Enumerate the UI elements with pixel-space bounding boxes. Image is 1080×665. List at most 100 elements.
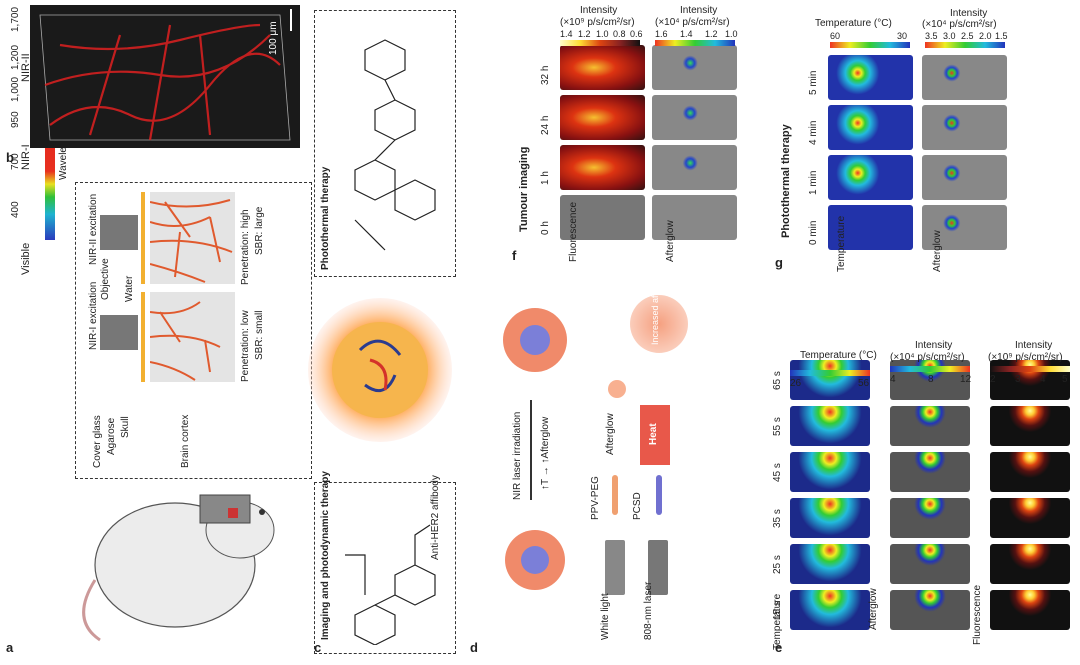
f-fl-unit: (×10⁹ p/s/cm²/sr) (560, 17, 635, 28)
e-image-0-0 (790, 590, 870, 630)
sbr-large-label: SBR: large (254, 206, 265, 255)
e-row-afterglow: Afterglow (868, 588, 879, 630)
panel-label-d: d (470, 640, 478, 655)
sbr-small-label: SBR: small (254, 310, 265, 360)
e-time-4: 55 s (772, 417, 783, 436)
g-row-temperature: Temperature (836, 215, 847, 272)
e-row-fluorescence: Fluorescence (972, 584, 983, 645)
e-temp-tick-26: 26 (790, 378, 802, 389)
vasculature-3d-image: 100 μm (30, 5, 300, 148)
e-scale-ag-unit: (×10⁴ p/s/cm²/sr) (890, 352, 965, 363)
heat-label: Heat (648, 423, 659, 445)
e-scale-ag-bar (890, 366, 970, 372)
increased-afterglow-label: Increased afterglow (650, 266, 660, 345)
f-ag-tick-4: 1.0 (725, 29, 738, 39)
e-fl-tick-4: 4 (1040, 374, 1046, 385)
e-scale-fl-bar (990, 366, 1070, 372)
f-time-2: 24 h (540, 115, 551, 135)
g-temp-image-0 (828, 205, 913, 250)
panel-a-dashed-box (75, 182, 312, 479)
g-time-3: 5 min (808, 70, 819, 95)
e-image-2-0 (990, 590, 1070, 630)
afterglow-label: Afterglow (605, 413, 616, 455)
g-ag-tick-1: 3.5 (925, 31, 938, 41)
f-time-3: 32 h (540, 65, 551, 85)
irradiation-label: NIR laser irradiation (512, 411, 523, 500)
e-row-temperature: Temperature (772, 593, 783, 650)
f-fl-tick-3: 1.0 (596, 29, 609, 39)
e-image-1-4 (890, 406, 970, 446)
nanoparticle-illustration (308, 298, 452, 442)
f-afterglow-image-1 (652, 145, 737, 190)
pdt-title: Imaging and photodynamic therapy (320, 471, 331, 640)
tick-400: 400 (10, 201, 21, 218)
agarose-label: Agarose (106, 417, 117, 455)
e-image-2-4 (990, 406, 1070, 446)
g-afterglow-image-3 (922, 55, 1007, 100)
f-time-1: 1 h (540, 171, 551, 185)
increased-afterglow-glow (630, 295, 688, 353)
f-fl-tick-1: 1.4 (560, 29, 573, 39)
f-afterglow-image-3 (652, 45, 737, 90)
e-time-1: 25 s (772, 555, 783, 574)
e-image-0-1 (790, 544, 870, 584)
panel-label-b: b (6, 150, 14, 165)
f-fl-tick-5: 0.6 (630, 29, 643, 39)
g-afterglow-image-2 (922, 105, 1007, 150)
g-afterglow-image-0 (922, 205, 1007, 250)
brain-cortex-label: Brain cortex (180, 414, 191, 468)
e-image-2-1 (990, 544, 1070, 584)
e-fl-tick-2: 2 (990, 374, 996, 385)
f-afterglow-image-2 (652, 95, 737, 140)
e-scale-fl-title: Intensity (1015, 340, 1053, 351)
g-ag-unit: (×10⁴ p/s/cm²/sr) (922, 19, 997, 30)
f-afterglow-image-0 (652, 195, 737, 240)
afterglow-effect-label: ↑T → ↑Afterglow (540, 416, 551, 490)
g-t-title: Temperature (°C) (815, 18, 892, 29)
water-label: Water (124, 275, 135, 302)
nir2-skull (141, 192, 145, 284)
nir1-vessels (150, 301, 221, 381)
f-time-0: 0 h (540, 221, 551, 235)
e-image-0-5 (790, 360, 870, 400)
g-ag-tick-5: 1.5 (995, 31, 1008, 41)
f-fl-scale-bar (560, 40, 640, 46)
cover-glass-label: Cover glass (92, 415, 103, 468)
nanoparticle-cold (505, 530, 565, 590)
e-fl-tick-3: 3 (1015, 374, 1021, 385)
band-visible: Visible (20, 242, 32, 275)
f-ag-tick-2: 1.4 (680, 29, 693, 39)
mouse-illustration (82, 494, 275, 642)
skull-label: Skull (120, 416, 131, 438)
ptt-title: Photothermal therapy (320, 166, 331, 270)
g-t-tick-60: 60 (830, 31, 841, 41)
e-image-1-0 (890, 590, 970, 630)
f-ag-tick-1: 1.6 (655, 29, 668, 39)
g-ag-tick-2: 3.0 (943, 31, 956, 41)
ppv-peg-particles (612, 475, 618, 515)
f-fluor-image-1 (560, 145, 645, 190)
g-temp-image-1 (828, 155, 913, 200)
f-ag-scale-bar (655, 40, 735, 46)
e-time-3: 45 s (772, 463, 783, 482)
e-temp-tick-56: 56 (858, 378, 870, 389)
pen-low-label: Penetration: low (240, 310, 251, 382)
g-temp-image-3 (828, 55, 913, 100)
nir2-excitation-label: NIR-II excitation (88, 193, 99, 265)
objective-label: Objective (100, 258, 111, 300)
nir1-skull (141, 292, 145, 382)
e-image-2-3 (990, 452, 1070, 492)
panel-label-g: g (775, 255, 783, 270)
f-row-afterglow: Afterglow (665, 220, 676, 262)
f-title: Tumour imaging (518, 146, 530, 232)
f-fl-tick-4: 0.8 (613, 29, 626, 39)
panel-label-c: c (314, 640, 322, 655)
band-nir1: NIR-I (20, 144, 32, 170)
g-ag-title: Intensity (950, 8, 988, 19)
g-row-afterglow: Afterglow (932, 230, 943, 272)
e-image-0-4 (790, 406, 870, 446)
e-image-1-1 (890, 544, 970, 584)
pcsd-particles (656, 475, 662, 515)
e-image-0-3 (790, 452, 870, 492)
white-light-label: White light (600, 593, 611, 640)
